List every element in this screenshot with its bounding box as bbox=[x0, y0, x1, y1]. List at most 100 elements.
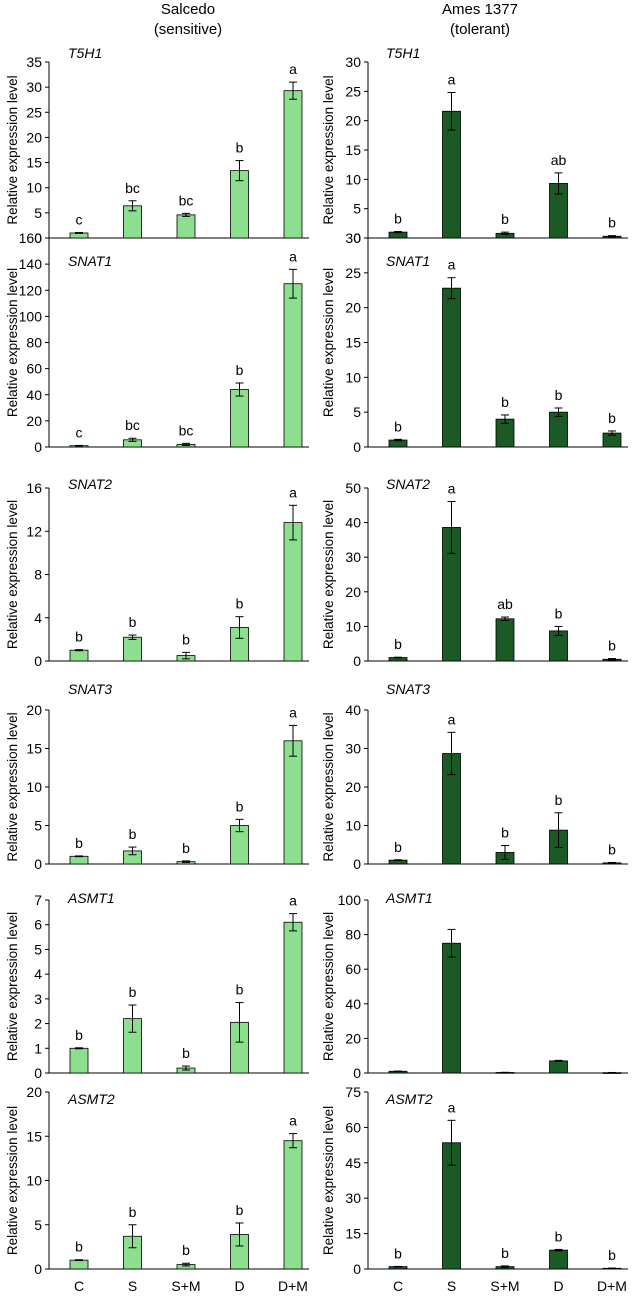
y-tick-label: 16 bbox=[26, 480, 42, 496]
significance-label: b bbox=[501, 825, 509, 841]
y-tick-label: 5 bbox=[353, 404, 361, 420]
y-tick-label: 2 bbox=[34, 1016, 42, 1032]
significance-label: c bbox=[76, 424, 83, 440]
y-tick-label: 45 bbox=[345, 1155, 361, 1171]
y-tick-label: 60 bbox=[345, 961, 361, 977]
y-tick-label: 120 bbox=[19, 282, 43, 298]
significance-label: c bbox=[76, 211, 83, 227]
x-tick-label: S+M bbox=[171, 1278, 200, 1294]
gene-title: ASMT1 bbox=[67, 890, 115, 906]
y-tick-label: 0 bbox=[353, 439, 361, 455]
bar bbox=[69, 1259, 89, 1270]
y-tick-label: 10 bbox=[345, 618, 361, 634]
bar bbox=[549, 1060, 568, 1074]
y-tick-label: 0 bbox=[34, 439, 42, 455]
column-title-line1: Ames 1377 bbox=[442, 1, 518, 18]
y-tick-label: 15 bbox=[26, 155, 42, 171]
gene-title: T5H1 bbox=[68, 45, 102, 61]
significance-label: b bbox=[555, 605, 563, 621]
significance-label: b bbox=[608, 1247, 616, 1263]
significance-label: b bbox=[129, 984, 137, 1000]
y-tick-label: 10 bbox=[26, 1173, 42, 1189]
y-tick-label: 0 bbox=[34, 1065, 42, 1081]
significance-label: b bbox=[394, 636, 402, 652]
significance-label: b bbox=[555, 387, 563, 403]
significance-label: a bbox=[448, 711, 456, 727]
bar bbox=[283, 921, 303, 1074]
y-axis-label: Relative expression level bbox=[5, 268, 20, 417]
gene-title: SNAT3 bbox=[68, 681, 112, 697]
y-tick-label: 15 bbox=[345, 1226, 361, 1242]
chart-panel: 0 20 40 60 80 100 120 140 160 Relative expression… bbox=[5, 230, 309, 455]
y-tick-label: 50 bbox=[345, 480, 361, 496]
bar bbox=[283, 1140, 303, 1270]
y-tick-label: 20 bbox=[345, 584, 361, 600]
chart-panel: 0 5 10 15 20 25 30 Relative expression level T5H… bbox=[321, 45, 628, 246]
significance-label: b bbox=[555, 792, 563, 808]
y-tick-label: 40 bbox=[345, 996, 361, 1012]
y-tick-label: 40 bbox=[26, 387, 42, 403]
significance-label: b bbox=[129, 1204, 137, 1220]
y-tick-label: 30 bbox=[345, 549, 361, 565]
significance-label: a bbox=[448, 480, 456, 496]
y-tick-label: 5 bbox=[34, 1217, 42, 1233]
y-tick-label: 40 bbox=[345, 702, 361, 718]
y-axis-label: Relative expression level bbox=[321, 712, 336, 861]
bar bbox=[442, 287, 461, 448]
y-tick-label: 0 bbox=[34, 856, 42, 872]
y-tick-label: 80 bbox=[345, 927, 361, 943]
y-tick-label: 10 bbox=[345, 818, 361, 834]
y-tick-label: 20 bbox=[345, 1030, 361, 1046]
bar bbox=[69, 855, 89, 865]
bar bbox=[283, 283, 303, 448]
y-tick-label: 5 bbox=[34, 941, 42, 957]
gene-title: ASMT2 bbox=[385, 1091, 433, 1107]
y-tick-label: 140 bbox=[19, 256, 43, 272]
significance-label: bc bbox=[179, 422, 194, 438]
y-tick-label: 40 bbox=[345, 515, 361, 531]
x-tick-label: C bbox=[74, 1278, 84, 1294]
column-title-line2: (sensitive) bbox=[153, 21, 223, 38]
y-tick-label: 10 bbox=[345, 369, 361, 385]
significance-label: b bbox=[236, 1202, 244, 1218]
bar bbox=[176, 214, 196, 239]
y-axis-label: Relative expression level bbox=[321, 1106, 336, 1255]
y-tick-label: 0 bbox=[353, 856, 361, 872]
gene-title: SNAT2 bbox=[386, 476, 430, 492]
y-tick-label: 20 bbox=[345, 113, 361, 129]
significance-label: a bbox=[448, 72, 456, 88]
gene-title: SNAT1 bbox=[386, 253, 430, 269]
y-axis-label: Relative expression level bbox=[5, 912, 20, 1061]
significance-label: b bbox=[501, 394, 509, 410]
y-tick-label: 15 bbox=[345, 335, 361, 351]
y-axis-label: Relative expression level bbox=[321, 912, 336, 1061]
bar bbox=[549, 411, 568, 448]
y-tick-label: 0 bbox=[353, 653, 361, 669]
y-tick-label: 35 bbox=[26, 54, 42, 70]
bar bbox=[69, 649, 89, 662]
x-tick-label: S bbox=[128, 1278, 137, 1294]
y-tick-label: 30 bbox=[345, 1190, 361, 1206]
y-tick-label: 20 bbox=[345, 300, 361, 316]
y-tick-label: 30 bbox=[345, 230, 361, 246]
chart-panel: 0 10 20 30 40 Relative expression level SNAT3 b… bbox=[321, 681, 628, 872]
chart-panel: 0 5 10 15 20 25 30 35 Relative expression level T… bbox=[5, 45, 309, 246]
x-tick-label: C bbox=[393, 1278, 403, 1294]
significance-label: b bbox=[236, 982, 244, 998]
significance-label: b bbox=[608, 841, 616, 857]
y-tick-label: 1 bbox=[34, 1040, 42, 1056]
significance-label: b bbox=[501, 1245, 509, 1261]
significance-label: ab bbox=[551, 152, 567, 168]
y-tick-label: 100 bbox=[19, 308, 43, 324]
significance-label: b bbox=[394, 211, 402, 227]
y-tick-label: 25 bbox=[345, 265, 361, 281]
y-axis-label: Relative expression level bbox=[5, 75, 20, 224]
y-tick-label: 10 bbox=[345, 171, 361, 187]
bar bbox=[69, 1047, 89, 1074]
chart-panel: 0 5 10 15 20 25 30 Relative expression level SNA… bbox=[321, 230, 628, 455]
column-title-line1: Salcedo bbox=[160, 1, 216, 18]
significance-label: b bbox=[236, 596, 244, 612]
y-axis-label: Relative expression level bbox=[321, 500, 336, 649]
